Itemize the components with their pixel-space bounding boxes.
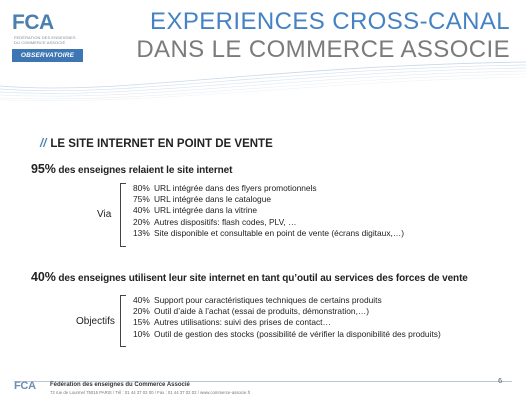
list-item: 13% Site disponible et consultable en poi… [133,227,405,238]
list-item: 40% URL intégrée dans la vitrine [133,205,258,216]
list-item: 75% URL intégrée dans le catalogue [133,194,272,205]
footer-org-name: Fédération des enseignes du Commerce Ass… [50,382,190,388]
footer-address: 72 rue de Lourmel 75015 PARIS / Tél : 01… [50,390,251,395]
section-heading: //LE SITE INTERNET EN POINT DE VENTE [40,138,273,150]
list-item: 20% Outil d’aide à l’achat (essai de prod… [133,306,370,317]
page-title-line1: EXPERIENCES CROSS-CANAL [150,8,510,35]
stat-pct-2: 40% [31,270,56,284]
observatoire-badge: OBSERVATOIRE [12,49,83,62]
section-prefix: // [40,138,47,150]
section-title: LE SITE INTERNET EN POINT DE VENTE [50,138,273,150]
stat-headline-2: 40% des enseignes utilisent leur site in… [31,270,468,284]
page-number: 6 [498,378,502,385]
stat-headline-1: 95% des enseignes relaient le site inter… [31,162,232,176]
footer-divider [14,381,512,382]
list-item: 80% URL intégrée dans des flyers promotio… [133,183,317,193]
footer-logo: FCA [14,380,36,392]
list-item: 15% Autres utilisations: suivi des prises… [133,317,331,328]
objectifs-bracket [120,295,126,347]
objectifs-list: 40% Support pour caractéristiques techniq… [133,295,441,340]
objectifs-label: Objectifs [76,316,115,327]
stat-pct-1: 95% [31,162,56,176]
list-item: 10% Outil de gestion des stocks (possibil… [133,328,441,339]
fca-logo: FCA FÉDÉRATION DES ENSEIGNES DU COMMERCE… [12,8,82,46]
page-title-line2: DANS LE COMMERCE ASSOCIE [136,36,510,63]
stat-text-2: des enseignes utilisent leur site intern… [55,273,468,284]
list-item: 20% Autres dispositifs: flash codes, PLV,… [133,216,297,227]
via-label: Via [97,209,112,220]
logo-mark: FCA [12,8,82,34]
list-item: 40% Support pour caractéristiques techniq… [133,295,382,305]
logo-tagline: FÉDÉRATION DES ENSEIGNES DU COMMERCE ASS… [14,35,76,45]
logo-text: FCA [12,11,54,34]
decorative-swoosh-icon [0,61,526,101]
via-list: 80% URL intégrée dans des flyers promotio… [133,183,404,239]
stat-text-1: des enseignes relaient le site internet [55,165,233,176]
via-bracket [120,183,126,247]
